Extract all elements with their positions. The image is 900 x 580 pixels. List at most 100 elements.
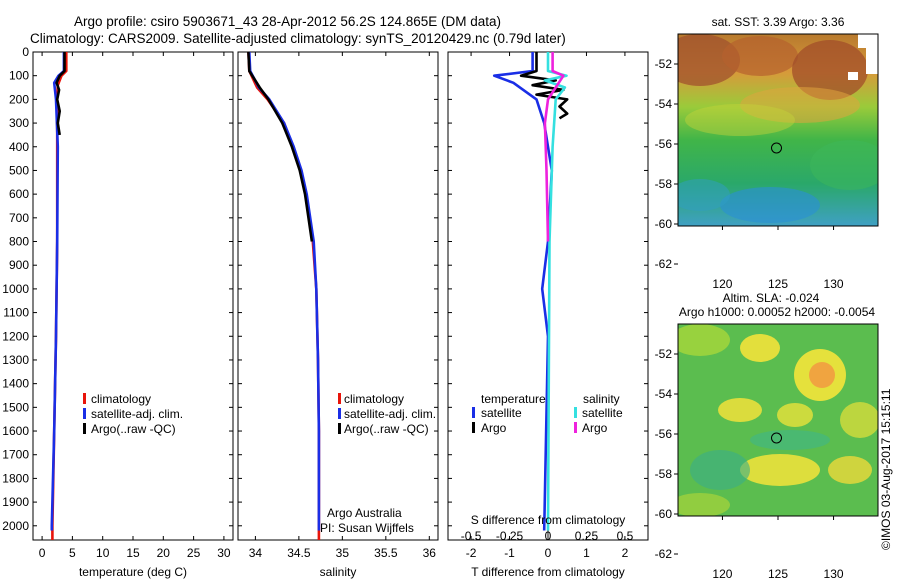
temperature-axis-label: temperature (deg C) [79,565,187,579]
series-line-argo [55,52,66,136]
legend-swatch-argo [83,423,86,434]
legend-swatch-satellite [83,408,86,419]
sla-map-ticks: -52 -54 -56 -58 -60 -62 120 125 130 [655,347,844,580]
sla-map-panel: Altim. SLA: -0.024 Argo h1000: 0.00052 h… [655,291,879,580]
x-tick-label: -2 [466,546,477,560]
x-tick-label: 5 [69,546,76,560]
legend-label-climatology: climatology [91,392,151,406]
legend-label-climatology: climatology [344,392,404,406]
depth-tick-label: 2000 [2,519,29,533]
lat-tick-label: -54 [655,97,673,111]
depth-tick-label: 1800 [2,471,29,485]
legend-swatch-s-argo [574,422,577,433]
legend-label-argo: Argo(..raw -QC) [91,422,176,436]
depth-tick-label: 1500 [2,400,29,414]
difference-lines [492,52,569,531]
x-tick-label: 30 [217,546,231,560]
t-difference-axis-label: T difference from climatology [471,565,625,579]
lat-tick-label: -52 [655,347,673,361]
sla-map-subtitle: Argo h1000: 0.00052 h2000: -0.0054 [679,305,875,319]
depth-tick-label: 700 [9,211,29,225]
title-line-1: Argo profile: csiro 5903671_43 28-Apr-20… [74,14,501,29]
depth-tick-label: 200 [9,92,29,106]
depth-tick-label: 600 [9,187,29,201]
lon-tick-label: 130 [824,277,844,291]
legend-swatch-satellite [338,408,341,419]
salinity-axes-frame [237,51,439,541]
salinity-legend: climatology satellite-adj. clim. Argo(..… [338,392,436,436]
salinity-depth-ticks [238,51,438,527]
legend-label-t-satellite: satellite [481,406,522,420]
lat-tick-label: -62 [655,257,673,271]
argo-location-marker [771,142,782,154]
depth-tick-label: 1600 [2,424,29,438]
s-difference-tick-label: 0.25 [575,529,599,543]
lat-tick-label: -60 [655,507,673,521]
argo-location-marker [771,432,782,444]
legend-label-satellite: satellite-adj. clim. [91,407,183,421]
lat-tick-label: -52 [655,57,673,71]
legend-swatch-s-satellite [574,407,577,418]
sla-field-features [678,324,878,516]
x-tick-label: 25 [187,546,201,560]
s-difference-tick-label: 0.5 [617,529,634,543]
sst-map-ticks: -52 -54 -56 -58 -60 -62 120 125 130 [655,57,844,291]
annotation-pi: PI: Susan Wijffels [320,521,414,535]
salinity-axis-label: salinity [320,565,357,579]
depth-tick-label: 1400 [2,377,29,391]
lon-tick-label: 120 [712,567,732,580]
lat-tick-label: -56 [655,427,673,441]
legend-swatch-t-satellite [472,407,475,418]
temperature-legend: climatology satellite-adj. clim. Argo(..… [83,392,183,436]
x-tick-label: 35 [336,546,350,560]
legend-swatch-t-argo [472,422,475,433]
depth-tick-label: 900 [9,258,29,272]
lon-tick-label: 130 [824,567,844,580]
legend-swatch-climatology [83,393,86,404]
annotation-institution: Argo Australia [327,506,402,520]
salinity-panel: 34 34.5 35 35.5 36 salinity climatology sate… [237,51,439,579]
sst-map-panel: sat. SST: 3.39 Argo: 3.36 [655,15,879,291]
salinity-difference-ticks: -0.5-0.2500.250.5 [461,529,634,543]
legend-swatch-climatology [338,393,341,404]
s-difference-axis-label: S difference from climatology [471,513,626,527]
x-tick-label: 35.5 [374,546,398,560]
temperature-panel: 0100200300400500600700800900100011001200… [2,45,234,579]
legend-title-salinity: salinity [583,392,620,406]
legend-label-argo: Argo(..raw -QC) [344,422,429,436]
difference-depth-ticks [448,51,648,527]
lon-tick-label: 125 [768,277,788,291]
depth-tick-label: 1700 [2,448,29,462]
sla-map-title: Altim. SLA: -0.024 [723,291,820,305]
legend-title-temperature: temperature [481,392,546,406]
x-tick-label: 34 [249,546,263,560]
legend-label-s-argo: Argo [582,421,608,435]
temperature-axes-frame [32,51,234,541]
x-tick-label: -1 [504,546,515,560]
depth-tick-label: 800 [9,235,29,249]
depth-tick-label: 100 [9,69,29,83]
depth-tick-label: 300 [9,116,29,130]
difference-panel: -2 -1 0 1 2 -0.5 -0.25 0 0.25 0.5 T difference f… [447,51,649,579]
depth-tick-label: 1900 [2,495,29,509]
temperature-lines [50,52,68,540]
copyright-credit: ©IMOS 03-Aug-2017 15:15:11 [879,388,893,550]
lat-tick-label: -62 [655,547,673,561]
legend-label-satellite: satellite-adj. clim. [344,407,436,421]
x-tick-label: 15 [126,546,140,560]
x-tick-label: 0 [545,546,552,560]
depth-tick-label: 0 [22,45,29,59]
depth-tick-label: 500 [9,163,29,177]
x-tick-label: 0 [39,546,46,560]
difference-legend: temperature salinity satellite Argo sate… [472,392,623,435]
lat-tick-label: -58 [655,467,673,481]
x-tick-label: 20 [157,546,171,560]
x-tick-label: 36 [423,546,437,560]
lat-tick-label: -58 [655,177,673,191]
depth-axis-ticks: 0 100 200 300 400 500 600 700 800 900 1000 1100 1200… [2,45,233,533]
depth-tick-label: 1300 [2,353,29,367]
s-difference-tick-label: -0.25 [496,529,524,543]
lat-tick-label: -56 [655,137,673,151]
x-tick-label: 1 [583,546,590,560]
legend-swatch-argo [338,423,341,434]
